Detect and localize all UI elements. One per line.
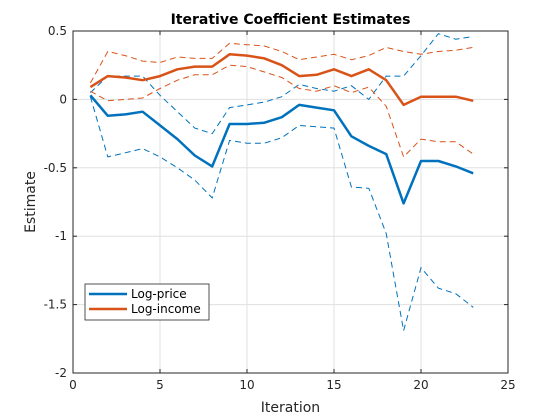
plot-frame bbox=[72, 30, 509, 374]
confidence-bands bbox=[89, 33, 474, 331]
y-tick-label: -1 bbox=[55, 229, 67, 243]
log-income-lower-bound bbox=[90, 64, 474, 158]
legend-label-log-income: Log-income bbox=[131, 302, 201, 316]
log-price-upper-bound bbox=[90, 33, 474, 135]
x-tick-label: 10 bbox=[239, 378, 254, 392]
legend-label-log-price: Log-price bbox=[131, 287, 187, 301]
legend-box bbox=[84, 283, 210, 321]
plot-area bbox=[73, 31, 508, 373]
x-tick-label: 15 bbox=[326, 378, 341, 392]
log-income-upper-bound bbox=[89, 42, 474, 84]
legend: Log-price Log-income bbox=[84, 283, 210, 321]
y-tick-label: -1.5 bbox=[44, 298, 67, 312]
y-tick-label: -2 bbox=[55, 366, 67, 380]
log-price-line bbox=[89, 94, 474, 205]
x-axis-label: Iteration bbox=[261, 400, 320, 416]
log-price-lower-bound bbox=[89, 96, 474, 331]
x-tick-label: 5 bbox=[156, 378, 164, 392]
y-tick-label: 0 bbox=[59, 92, 67, 106]
x-tick-label: 25 bbox=[500, 378, 515, 392]
chart-title: Iterative Coefficient Estimates bbox=[171, 12, 411, 28]
log-income-line bbox=[89, 53, 474, 107]
x-tick-label: 0 bbox=[69, 378, 77, 392]
y-tick-label: -0.5 bbox=[44, 161, 67, 175]
series-lines bbox=[89, 53, 474, 205]
axis-ticks: 0 5 10 15 20 25 -2 -1.5 -1 -0.5 0 0.5 bbox=[44, 24, 516, 392]
y-axis-label: Estimate bbox=[23, 171, 39, 233]
y-tick-label: 0.5 bbox=[48, 24, 67, 38]
x-tick-label: 20 bbox=[413, 378, 428, 392]
